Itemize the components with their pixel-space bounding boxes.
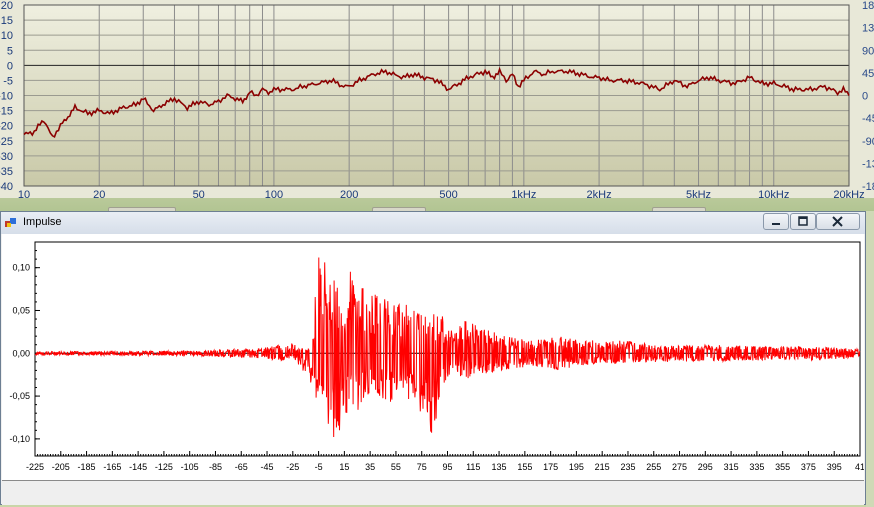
y2-tick-label: 45	[862, 68, 874, 80]
x-tick-label: -25	[286, 462, 299, 472]
x-tick-label: 41	[855, 462, 864, 472]
x-tick-label: -125	[155, 462, 173, 472]
y-tick-label: -10	[0, 91, 13, 103]
x-tick-label: 115	[466, 462, 480, 472]
maximize-icon	[798, 216, 808, 226]
y2-tick-label: -135	[862, 158, 874, 170]
y-tick-label: -25	[0, 136, 13, 148]
x-tick-label: 395	[827, 462, 842, 472]
background-edge	[866, 211, 874, 507]
x-tick-label: -205	[52, 462, 70, 472]
y-tick-label: -40	[0, 181, 13, 193]
y-tick-label: -30	[0, 151, 13, 163]
title-bar[interactable]: Impulse	[1, 212, 865, 234]
x-tick-label: 355	[775, 462, 790, 472]
x-tick-label: 235	[620, 462, 635, 472]
x-tick-label: 275	[672, 462, 687, 472]
y2-tick-label: 135	[862, 23, 874, 35]
y-tick-label: 0	[7, 60, 13, 72]
frequency-response-line	[23, 66, 850, 139]
y-tick-label: -0,10	[9, 434, 30, 444]
impulse-plot-area: 0,10 0,05 0,00 -0,05 -0,10 -225 -205 -185 -165 -1…	[2, 234, 864, 505]
y2-tick-label: 90	[862, 45, 874, 57]
window-title: Impulse	[23, 216, 62, 228]
x-tick-label: -45	[261, 462, 274, 472]
frequency-response-chart: 20 15 10 5 0 -5 -10 -15 -20 -25 -30 -35 -40 180 135 90 4…	[0, 0, 874, 201]
y2-tick-label: -180	[862, 181, 874, 193]
y-tick-label: -20	[0, 121, 13, 133]
y2-tick-label: -90	[862, 136, 874, 148]
x-tick-label: -65	[235, 462, 248, 472]
frequency-response-panel: 20 15 10 5 0 -5 -10 -15 -20 -25 -30 -35 -40 180 135 90 4…	[0, 0, 874, 207]
window-icon	[5, 218, 16, 227]
x-tick-label: 95	[442, 462, 452, 472]
impulse-window: Impulse 0,10 0,05 0,00 -0,05 -0,10 -225 -205 -1…	[0, 211, 866, 505]
x-tick-label: 375	[801, 462, 816, 472]
x-tick-label: 315	[724, 462, 739, 472]
x-tick-label: -165	[103, 462, 121, 472]
impulse-chart: 0,10 0,05 0,00 -0,05 -0,10 -225 -205 -185 -165 -1…	[9, 241, 864, 472]
x-tick-label: 335	[749, 462, 764, 472]
x-tick-label: 255	[646, 462, 661, 472]
y-tick-label: 0,00	[12, 348, 30, 358]
x-tick-label: 15	[339, 462, 349, 472]
x-tick-label: 55	[391, 462, 401, 472]
x-tick-label: 195	[569, 462, 584, 472]
y2-tick-label: 0	[862, 91, 868, 103]
impulse-signal-line	[34, 257, 861, 438]
y-tick-label: 5	[7, 45, 13, 57]
x-tick-label: -225	[26, 462, 44, 472]
x-tick-label: -5	[315, 462, 323, 472]
x-tick-label: 215	[595, 462, 610, 472]
close-icon	[832, 216, 843, 227]
y-tick-label: 20	[1, 0, 13, 12]
x-tick-label: -105	[181, 462, 199, 472]
y-tick-label: -5	[3, 75, 13, 87]
status-strip	[2, 480, 864, 505]
minimize-icon	[772, 223, 780, 225]
maximize-button[interactable]	[790, 213, 816, 230]
x-tick-label: 175	[543, 462, 558, 472]
x-tick-label: 75	[417, 462, 427, 472]
y2-tick-label: -45	[862, 113, 874, 125]
x-tick-label: -145	[129, 462, 147, 472]
x-tick-label: 35	[365, 462, 375, 472]
y-tick-label: 15	[1, 15, 13, 27]
y-tick-label: 0,05	[12, 305, 30, 315]
x-tick-label: 155	[517, 462, 532, 472]
y-tick-label: 10	[1, 30, 13, 42]
y-tick-label: -15	[0, 106, 13, 118]
minimize-button[interactable]	[763, 213, 789, 230]
x-tick-label: -85	[209, 462, 222, 472]
y-tick-label: -35	[0, 166, 13, 178]
x-tick-label: 135	[492, 462, 507, 472]
y2-tick-label: 180	[862, 0, 874, 12]
y-tick-label: -0,05	[9, 391, 30, 401]
y-tick-label: 0,10	[12, 263, 30, 273]
x-tick-label: 295	[698, 462, 713, 472]
x-tick-label: -185	[78, 462, 96, 472]
close-button[interactable]	[816, 213, 860, 230]
